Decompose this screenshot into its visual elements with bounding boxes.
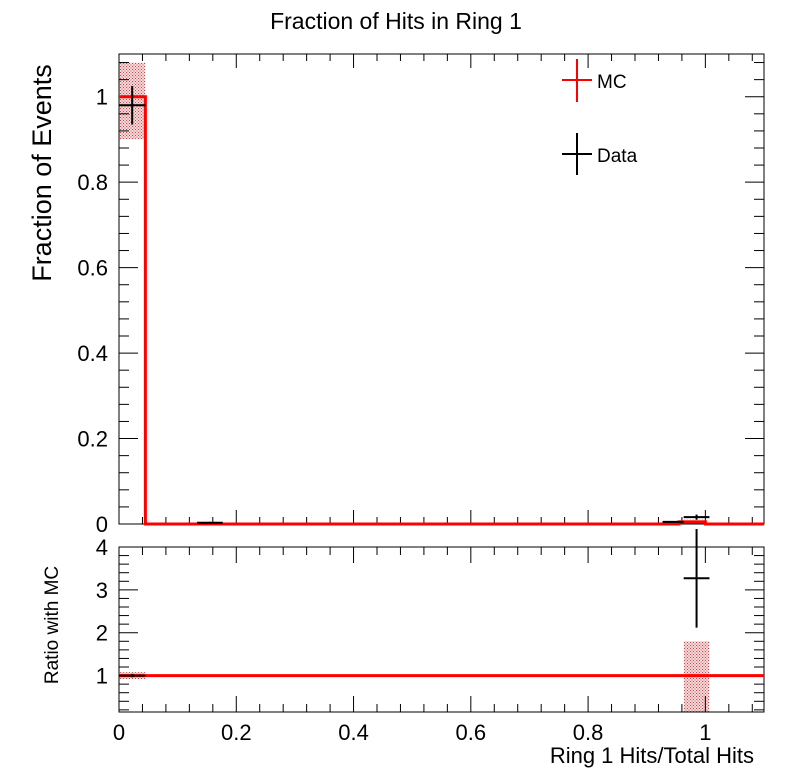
legend-label-data: Data [597, 146, 638, 167]
ratio-y-tick-label: 3 [96, 578, 108, 603]
main-y-tick-label: 0.4 [77, 341, 108, 366]
ratio-y-axis-label: Ratio with MC [42, 566, 63, 684]
main-plot-frame [118, 53, 765, 525]
ratio-y-tick-labels: 1 2 3 4 [96, 535, 108, 689]
ratio-point [683, 529, 710, 628]
legend-entry-mc: MC [562, 59, 627, 102]
main-y-tick-label: 0.2 [77, 427, 108, 452]
main-y-tick-labels: 0 0.2 0.4 0.6 0.8 1 [77, 85, 108, 537]
x-tick-labels: 0 0.2 0.4 0.6 0.8 1 [113, 720, 712, 745]
data-point [662, 520, 684, 523]
main-y-tick-label: 1 [96, 85, 108, 110]
mc-histogram [119, 95, 764, 526]
x-tick-label: 0.4 [338, 720, 369, 745]
main-y-tick-label: 0.8 [77, 170, 108, 195]
data-point [119, 86, 146, 125]
ratio-y-tick-label: 2 [96, 621, 108, 646]
main-axis-ticks [118, 54, 764, 525]
ratio-panel: 1 2 3 4 0 0.2 0.4 0.6 0.8 1 [96, 529, 765, 745]
ratio-point [119, 673, 146, 678]
x-tick-label: 0.2 [221, 720, 252, 745]
main-panel: 0 0.2 0.4 0.6 0.8 1 [77, 53, 765, 537]
main-y-tick-label: 0 [96, 512, 108, 537]
x-tick-label: 0.6 [456, 720, 487, 745]
chart-title: Fraction of Hits in Ring 1 [270, 8, 522, 34]
data-points [119, 86, 710, 524]
main-mc-uncertainty-band [119, 62, 706, 524]
ratio-axis-ticks [118, 546, 764, 712]
ratio-y-tick-label: 1 [96, 664, 108, 689]
main-y-tick-label: 0.6 [77, 256, 108, 281]
x-tick-label: 0 [113, 720, 125, 745]
ratio-points [119, 529, 710, 678]
x-tick-label: 0.8 [573, 720, 604, 745]
x-tick-label: 1 [699, 720, 711, 745]
ratio-y-tick-label: 4 [96, 535, 108, 560]
legend-entry-data: Data [562, 133, 638, 175]
legend-label-mc: MC [597, 72, 627, 93]
ratio-plot-frame [118, 546, 765, 713]
data-point [196, 521, 223, 524]
x-axis-label: Ring 1 Hits/Total Hits [550, 743, 754, 768]
legend: MC Data [562, 59, 638, 175]
data-point [683, 514, 710, 520]
main-y-axis-label: Fraction of Events [27, 64, 57, 282]
